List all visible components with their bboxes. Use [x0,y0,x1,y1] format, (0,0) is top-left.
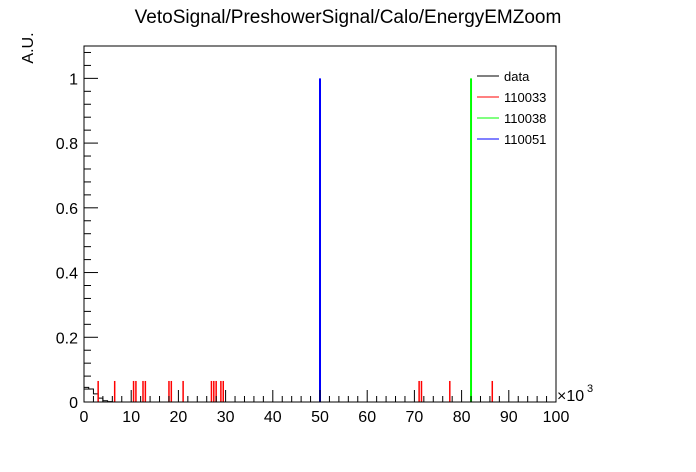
legend-item-data: data [477,69,530,84]
y-axis-label: A.U. [20,32,37,63]
y-tick-label: 0.6 [56,201,78,218]
plot-marks [84,78,494,403]
x-tick-label: 80 [453,409,471,426]
x-axis-ticks: 0 10 20 30 40 50 60 70 80 90 100 [80,390,570,426]
legend-item-110051: 110051 [477,132,546,147]
legend-label: 110033 [504,90,546,105]
y-tick-label: 1 [69,71,78,88]
legend: data 110033 110038 110051 [477,69,546,147]
x-tick-label: 0 [80,409,89,426]
x-tick-label: 60 [358,409,376,426]
x-tick-label: 90 [500,409,518,426]
series-110033 [97,380,494,402]
y-tick-label: 0.8 [56,136,78,153]
x-tick-label: 50 [311,409,329,426]
x-tick-label: 20 [170,409,188,426]
legend-label: 110038 [504,111,546,126]
legend-label: data [504,69,530,84]
x-tick-label: 100 [543,409,570,426]
x-multiplier-base: ×10 [557,388,584,405]
y-tick-label: 0.4 [56,266,78,283]
y-tick-label: 0.2 [56,330,78,347]
y-tick-label: 0 [69,395,78,412]
y-axis-ticks: 0 0.2 0.4 0.6 0.8 1 [56,51,98,412]
legend-item-110038: 110038 [477,111,546,126]
x-tick-label: 40 [264,409,282,426]
x-axis-multiplier: ×10 3 [557,383,593,405]
x-tick-label: 30 [217,409,235,426]
legend-item-110033: 110033 [477,90,546,105]
x-multiplier-exponent: 3 [587,383,593,395]
chart-title: VetoSignal/PreshowerSignal/Calo/EnergyEM… [135,7,562,28]
x-tick-label: 10 [122,409,140,426]
legend-label: 110051 [504,132,546,147]
x-tick-label: 70 [406,409,424,426]
